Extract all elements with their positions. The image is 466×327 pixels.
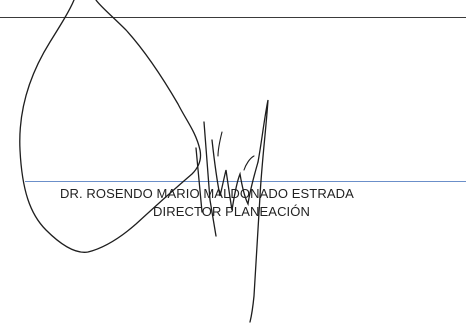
signer-name: DR. ROSENDO MARIO MALDONADO ESTRADA xyxy=(60,186,354,201)
top-rule-line xyxy=(0,17,466,18)
signer-title: DIRECTOR PLANEACIÓN xyxy=(153,204,310,219)
signature-rule-line xyxy=(25,181,466,182)
